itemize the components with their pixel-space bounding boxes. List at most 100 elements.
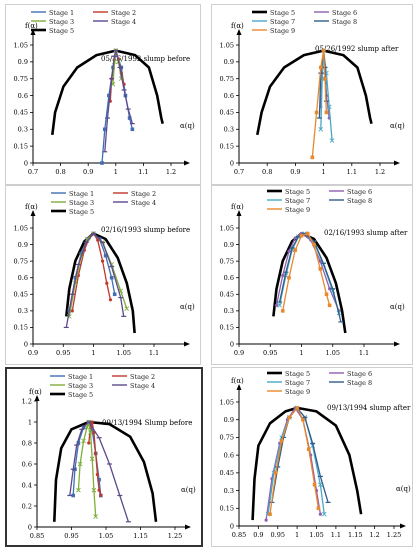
data-point-stage-6	[274, 303, 279, 307]
x-axis-arrow-icon	[394, 160, 400, 166]
y-tick-label: 0.9	[224, 416, 234, 424]
data-point-stage-6	[281, 273, 285, 278]
y-tick-label: 0.45	[220, 291, 234, 299]
y-axis-label: f(α)	[29, 388, 42, 396]
y-axis-label: f(α)	[231, 377, 244, 385]
legend-entry-stage-5: Stage 5	[267, 370, 310, 378]
panel-slump-1993-before: Stage 1 Stage 2 Stage 3 Stage 4 Stage 5 02/16…	[5, 185, 201, 365]
y-axis-label: f(α)	[25, 203, 38, 211]
data-point-stage-2	[96, 238, 100, 242]
data-point-stage-1	[112, 292, 117, 297]
legend-entry-stage-1: Stage 1	[51, 190, 94, 198]
y-tick-label: 1.05	[220, 398, 234, 406]
x-axis-arrow-icon	[184, 341, 190, 347]
legend-entry-stage-7: Stage 7	[252, 18, 295, 26]
y-tick-label: 0.3	[224, 487, 234, 495]
x-tick-label: 1.25	[168, 532, 182, 540]
x-tick-label: 1.15	[133, 532, 147, 540]
legend-entry-stage-9: Stage 9	[252, 27, 295, 35]
legend-label: Stage 2	[111, 9, 136, 17]
y-tick-label: 1.05	[14, 41, 28, 49]
legend-label: Stage 5	[285, 188, 310, 196]
x-tick-label: 1.2	[375, 168, 385, 176]
legend-label: Stage 1	[68, 373, 93, 381]
y-tick-label: 0.9	[224, 58, 234, 66]
x-tick-label: 0.9	[290, 168, 300, 176]
chart-title: 05/26/1992 slump before	[101, 55, 190, 63]
x-tick-label: 0.9	[83, 168, 93, 176]
x-tick-label: 0.9	[28, 349, 38, 357]
x-tick-label: 0.95	[263, 349, 277, 357]
data-point-stage-1	[102, 127, 107, 132]
legend-label: Stage 5	[270, 9, 295, 17]
x-tick-label: 1.2	[369, 531, 379, 539]
data-point-stage-9	[279, 439, 284, 443]
y-tick-label: 0.15	[14, 142, 28, 150]
x-axis-arrow-icon	[400, 523, 406, 529]
y-tick-label: 0.3	[18, 126, 28, 134]
y-tick-label: 1.2	[22, 397, 32, 405]
data-point-stage-3	[77, 461, 83, 467]
legend-label: Stage 6	[347, 188, 372, 196]
data-point-stage-6	[328, 287, 332, 291]
series-line-stage-4	[65, 232, 125, 328]
x-axis-label: α(q)	[390, 122, 405, 130]
chart-svg: Stage 1 Stage 2 Stage 3 Stage 4 Stage 5 09/13…	[22, 373, 196, 540]
legend-entry-stage-4: Stage 4	[113, 199, 156, 207]
data-point-stage-1	[100, 161, 104, 165]
data-point-stage-9	[305, 231, 310, 236]
y-tick-label: 0.15	[220, 324, 234, 332]
data-point-stage-7	[318, 126, 324, 132]
chart-title: 02/16/1993 slump before	[101, 226, 190, 234]
y-tick-label: 1	[28, 418, 32, 426]
legend-entry-stage-5: Stage 5	[31, 27, 74, 35]
y-tick-label: 0.6	[22, 460, 32, 468]
x-axis-label: α(q)	[390, 303, 405, 311]
legend-label: Stage 5	[68, 391, 93, 399]
data-point-stage-1	[76, 441, 81, 445]
y-tick-label: 0.45	[220, 469, 234, 477]
y-tick-label: 0.15	[14, 324, 28, 332]
series-line-stage-7	[278, 232, 340, 314]
y-tick-label: 0.6	[18, 274, 28, 282]
panel-slump-1992-after: Stage 5 Stage 6 Stage 7 Stage 8 Stage 9 05/26…	[211, 4, 413, 185]
data-point-stage-1	[103, 253, 108, 258]
data-point-stage-2	[87, 441, 91, 445]
data-point-stage-1	[71, 493, 76, 498]
x-tick-label: 1.1	[331, 531, 341, 539]
x-tick-label: 1.05	[309, 531, 323, 539]
y-tick-label: 0.6	[224, 451, 234, 459]
legend-label: Stage 2	[131, 190, 156, 198]
data-point-stage-7	[318, 482, 323, 487]
y-tick-label: 0	[230, 159, 234, 167]
y-tick-label: 0.45	[14, 109, 28, 117]
y-tick-label: 0.3	[18, 307, 28, 315]
x-tick-label: 0.8	[262, 168, 272, 176]
legend-entry-stage-8: Stage 8	[314, 18, 357, 26]
x-tick-label: 1	[299, 349, 303, 357]
legend-label: Stage 1	[69, 190, 94, 198]
y-axis-label: f(α)	[25, 22, 38, 30]
y-tick-label: 0.9	[18, 58, 28, 66]
x-tick-label: 1.1	[138, 168, 148, 176]
legend-entry-stage-1: Stage 1	[31, 9, 74, 17]
data-point-stage-9	[310, 155, 315, 160]
legend-entry-stage-7: Stage 7	[267, 379, 310, 387]
chart-svg: Stage 1 Stage 2 Stage 3 Stage 4 Stage 5 02/16…	[14, 190, 195, 357]
y-tick-label: 0.2	[22, 502, 32, 510]
legend-entry-stage-5: Stage 5	[50, 391, 93, 399]
legend-entry-stage-1: Stage 1	[50, 373, 93, 381]
x-tick-label: 0.95	[56, 349, 70, 357]
legend-label: Stage 5	[49, 27, 74, 35]
legend-label: Stage 3	[68, 382, 93, 390]
legend-entry-stage-9: Stage 9	[267, 388, 310, 396]
legend-label: Stage 7	[285, 197, 310, 205]
y-tick-label: 0.75	[14, 257, 28, 265]
y-axis-arrow-icon	[34, 395, 40, 401]
y-axis-label: f(α)	[231, 22, 244, 30]
data-point-stage-9	[301, 417, 305, 422]
x-axis-label: α(q)	[180, 303, 195, 311]
chart-svg: Stage 5 Stage 6 Stage 7 Stage 8 Stage 9 05/26…	[220, 9, 405, 176]
x-tick-label: 0.95	[64, 532, 78, 540]
series-line-stage-5	[256, 49, 373, 136]
